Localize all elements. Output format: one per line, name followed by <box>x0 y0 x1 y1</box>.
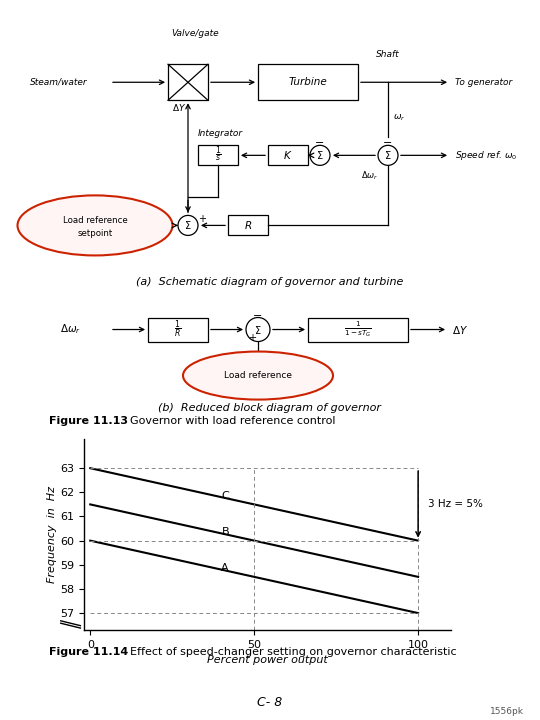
X-axis label: Percent power output: Percent power output <box>207 655 328 665</box>
Bar <box>268 145 308 166</box>
Text: Figure 11.14: Figure 11.14 <box>49 647 128 657</box>
Ellipse shape <box>183 351 333 400</box>
Text: Effect of speed-changer setting on governor characteristic: Effect of speed-changer setting on gover… <box>123 647 457 657</box>
Text: Governor with load reference control: Governor with load reference control <box>123 416 336 426</box>
Text: −: − <box>383 138 393 148</box>
Text: $\Delta Y$: $\Delta Y$ <box>452 323 468 336</box>
Text: A: A <box>221 563 229 573</box>
Text: C- 8: C- 8 <box>258 696 282 708</box>
Text: $\omega_r$: $\omega_r$ <box>393 112 406 122</box>
Text: To generator: To generator <box>455 78 512 87</box>
Text: $\Sigma$: $\Sigma$ <box>384 149 392 161</box>
Text: Valve/gate: Valve/gate <box>171 30 219 38</box>
Text: +: + <box>198 215 206 225</box>
Bar <box>168 64 208 100</box>
Y-axis label: Frequency  in  Hz: Frequency in Hz <box>47 486 57 583</box>
Circle shape <box>178 215 198 235</box>
Text: +: + <box>248 333 256 343</box>
Text: C: C <box>221 491 229 501</box>
Text: $\frac{1}{s}$: $\frac{1}{s}$ <box>214 145 221 166</box>
Text: 1556pk: 1556pk <box>490 707 524 716</box>
Text: (b)  Reduced block diagram of governor: (b) Reduced block diagram of governor <box>159 402 381 413</box>
Ellipse shape <box>17 195 172 256</box>
Text: $K$: $K$ <box>284 149 293 161</box>
Text: $\Delta\omega_r$: $\Delta\omega_r$ <box>60 323 81 336</box>
Text: Integrator: Integrator <box>198 130 243 138</box>
Text: B: B <box>221 527 229 537</box>
Bar <box>228 215 268 235</box>
Circle shape <box>246 318 270 341</box>
Text: Figure 11.13: Figure 11.13 <box>49 416 127 426</box>
Text: Speed ref. $\omega_0$: Speed ref. $\omega_0$ <box>455 149 517 162</box>
Bar <box>198 145 238 166</box>
Text: Load reference: Load reference <box>224 371 292 380</box>
Bar <box>308 318 408 341</box>
Text: Shaft: Shaft <box>376 50 400 59</box>
Text: $\Sigma$: $\Sigma$ <box>254 323 262 336</box>
Text: $\frac{1}{R}$: $\frac{1}{R}$ <box>174 319 181 341</box>
Text: setpoint: setpoint <box>77 229 113 238</box>
Text: $\Sigma$: $\Sigma$ <box>316 149 324 161</box>
Circle shape <box>310 145 330 166</box>
Text: $R$: $R$ <box>244 220 252 231</box>
Text: −: − <box>315 138 325 148</box>
Text: Turbine: Turbine <box>288 77 327 87</box>
Text: $\Delta\omega_r$: $\Delta\omega_r$ <box>361 169 379 182</box>
Text: 3 Hz = 5%: 3 Hz = 5% <box>428 500 483 510</box>
Text: (a)  Schematic diagram of governor and turbine: (a) Schematic diagram of governor and tu… <box>136 277 404 287</box>
Text: Load reference: Load reference <box>63 216 127 225</box>
Text: Steam/water: Steam/water <box>30 78 87 87</box>
Bar <box>148 318 208 341</box>
Bar <box>258 64 358 100</box>
Text: $\frac{1}{1-sT_G}$: $\frac{1}{1-sT_G}$ <box>344 320 372 339</box>
Circle shape <box>378 145 398 166</box>
Text: −: − <box>253 310 262 320</box>
Text: $\Delta Y$: $\Delta Y$ <box>172 102 186 113</box>
Text: $\Sigma$: $\Sigma$ <box>184 220 192 231</box>
